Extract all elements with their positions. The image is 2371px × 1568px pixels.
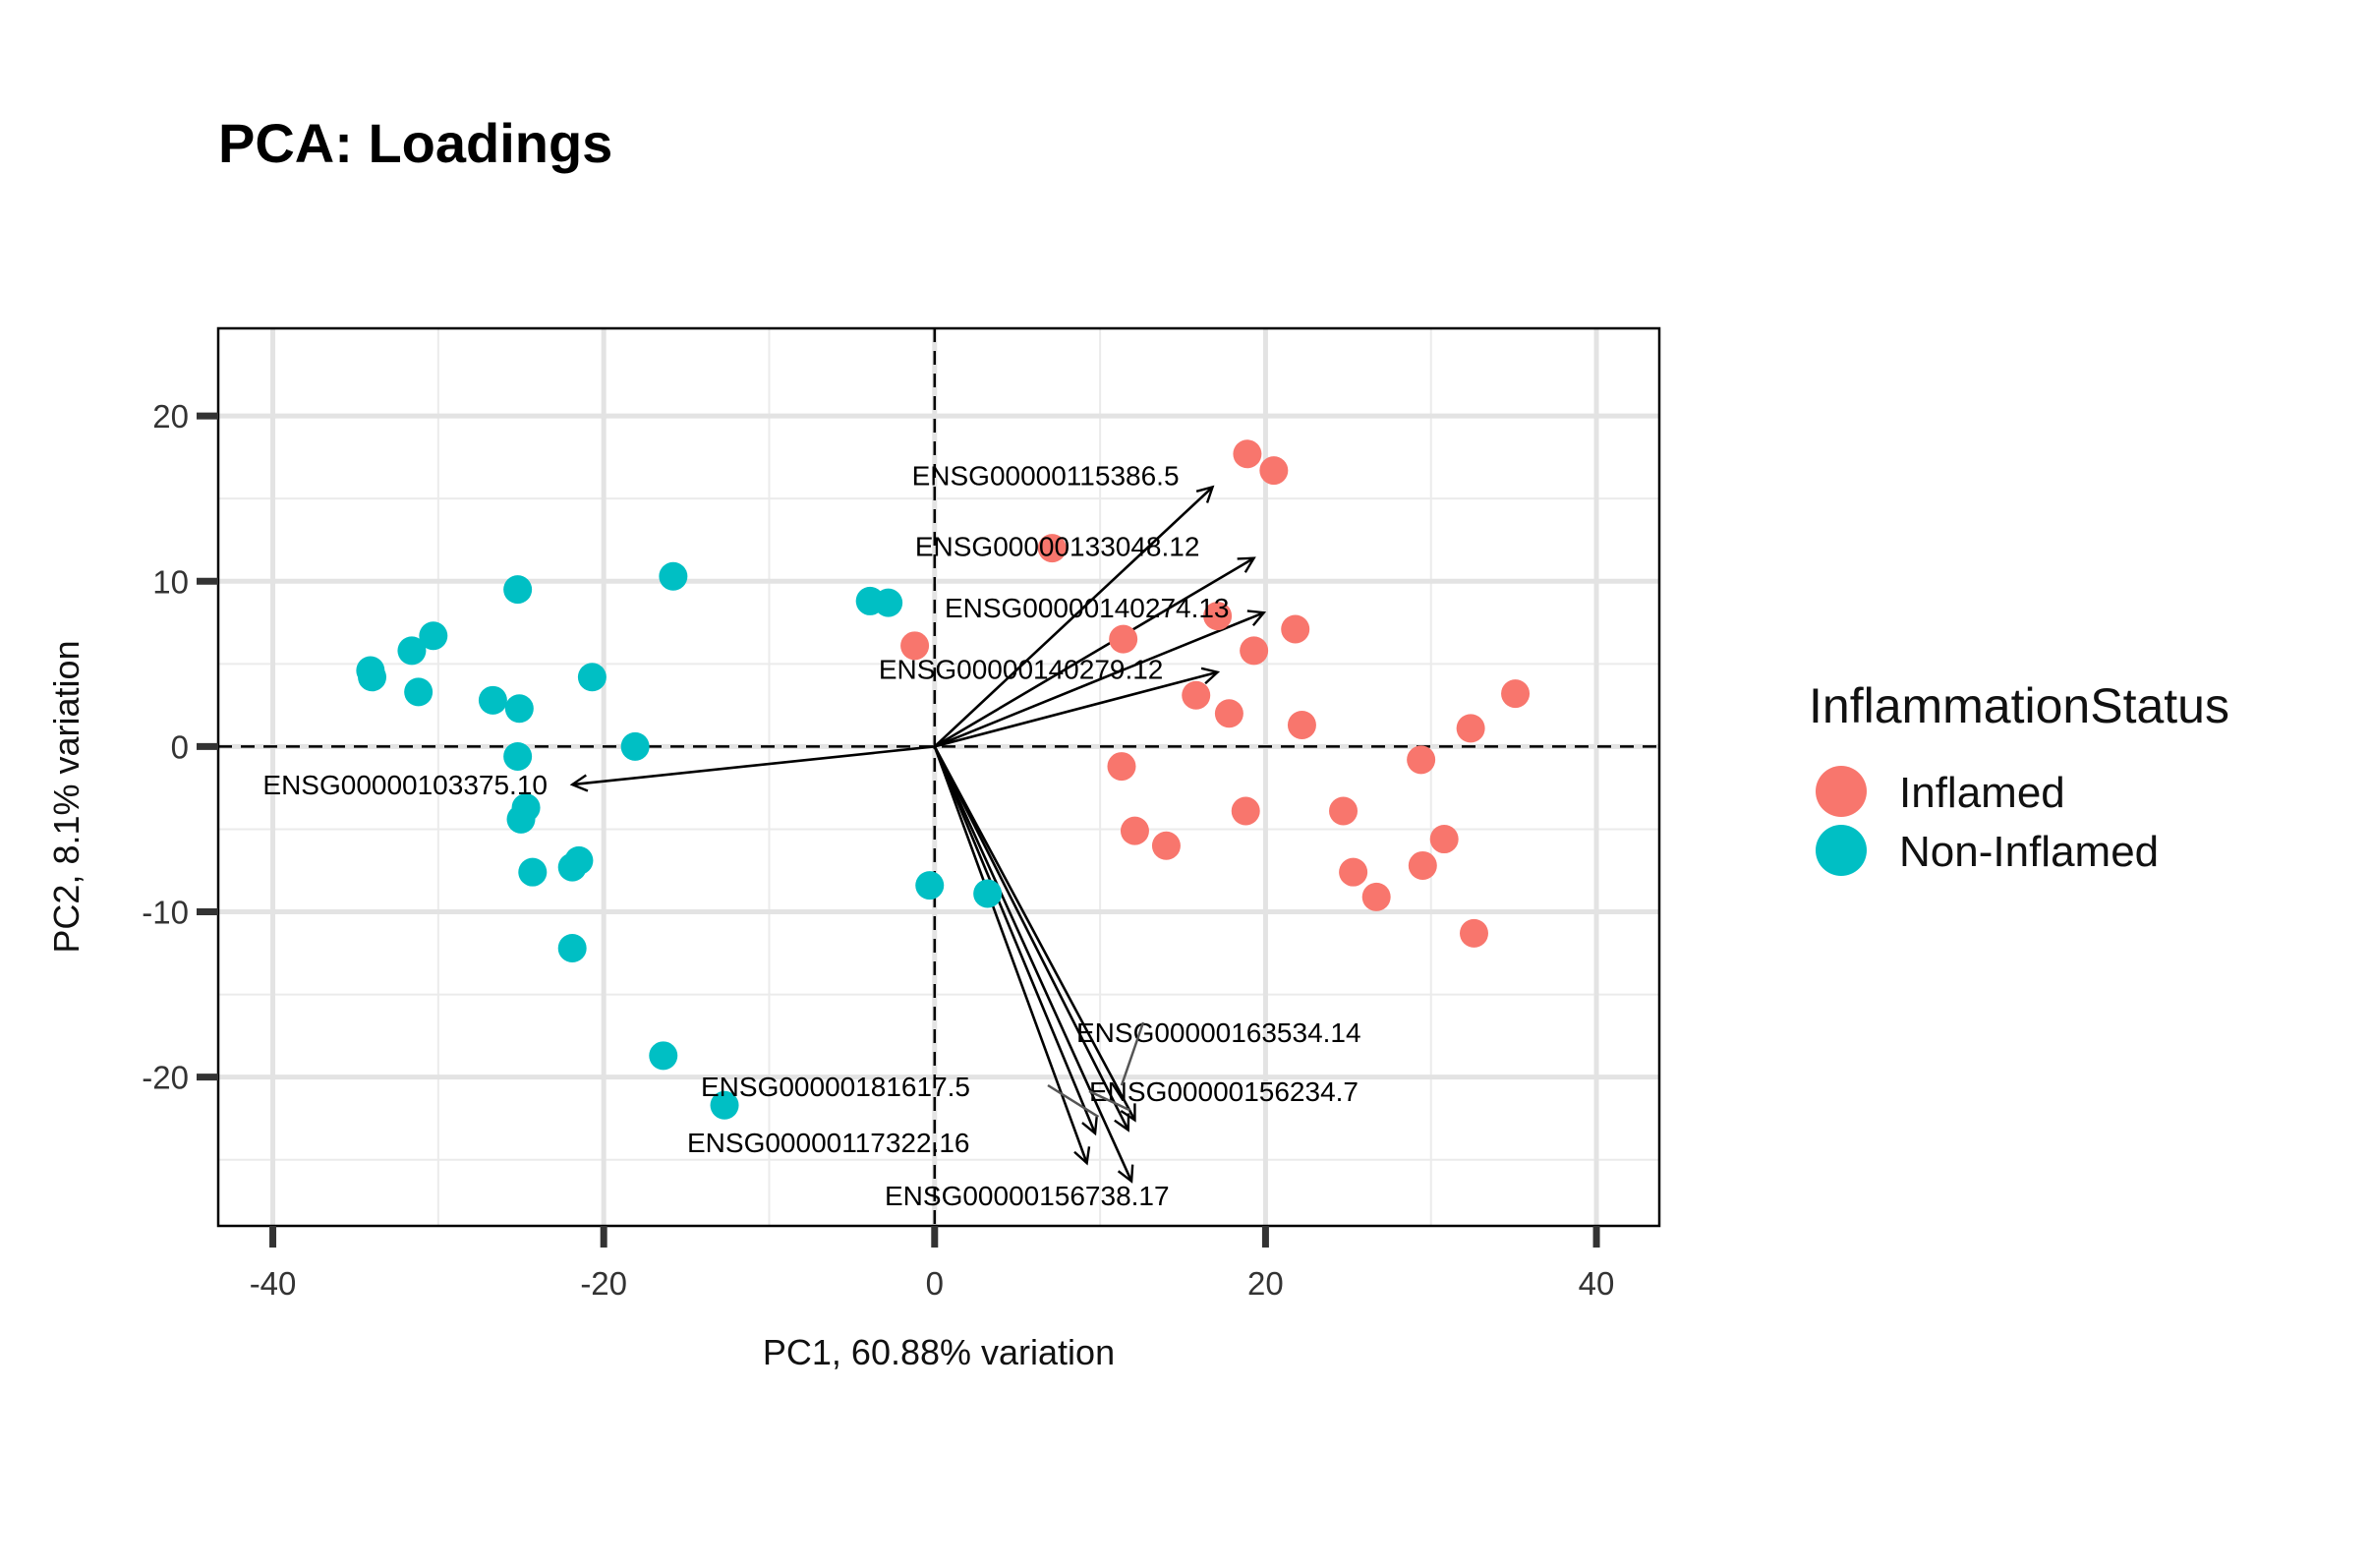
data-point (1259, 456, 1289, 486)
data-point (506, 804, 536, 834)
y-tick-label: 0 (171, 728, 189, 765)
data-point (1151, 831, 1181, 860)
data-point (1203, 602, 1233, 631)
loading-label: ENSG00000156234.7 (1089, 1076, 1359, 1107)
data-point (1109, 624, 1138, 654)
data-point (1240, 636, 1269, 666)
data-point (973, 879, 1003, 908)
chart-title: PCA: Loadings (218, 112, 612, 174)
data-point (649, 1041, 678, 1071)
y-tick-label: 20 (152, 398, 189, 435)
data-point (1287, 711, 1316, 740)
x-axis-title: PC1, 60.88% variation (763, 1332, 1115, 1372)
label-connector (1047, 1083, 1100, 1119)
loading-arrow (933, 745, 1134, 1184)
legend-label: Inflamed (1899, 769, 2065, 817)
loading-arrow (933, 485, 1215, 748)
data-point (1329, 796, 1359, 826)
data-point (1233, 439, 1262, 469)
loading-arrow (933, 745, 1130, 1132)
loading-label: ENSG00000115386.5 (912, 460, 1180, 491)
legend: InflammationStatus Inflamed Non-Inflamed (1809, 678, 2229, 876)
loading-arrow (934, 556, 1256, 748)
x-tick-label: -40 (250, 1265, 297, 1302)
data-point (1339, 857, 1368, 887)
loading-label: ENSG00000181617.5 (701, 1072, 970, 1102)
data-point (1408, 850, 1437, 880)
legend-title: InflammationStatus (1809, 678, 2229, 733)
data-point (1456, 714, 1485, 743)
data-point (1182, 680, 1211, 710)
data-point (1501, 679, 1531, 709)
data-point (478, 685, 507, 715)
data-point (1459, 918, 1488, 948)
data-point (1361, 882, 1391, 911)
data-point (404, 677, 434, 707)
x-tick-label: 40 (1579, 1265, 1615, 1302)
sample-points (356, 439, 1531, 1120)
label-connector (1088, 1089, 1130, 1112)
data-point (659, 561, 688, 591)
data-point (503, 741, 533, 771)
x-tick-label: -20 (580, 1265, 627, 1302)
loading-vectors (569, 485, 1267, 1184)
y-tick-label: -20 (142, 1060, 189, 1096)
data-point (900, 631, 930, 661)
data-point (1214, 699, 1243, 728)
data-point (1281, 614, 1310, 644)
data-point (577, 663, 607, 692)
data-point (1429, 825, 1459, 854)
data-point (620, 731, 650, 761)
y-tick-label: 10 (152, 563, 189, 600)
loading-label: ENSG00000103375.10 (262, 770, 548, 800)
data-point (518, 857, 548, 887)
data-point (1107, 752, 1136, 782)
y-axis-title: PC2, 8.1% variation (46, 640, 87, 953)
data-point (1407, 745, 1436, 775)
data-point (915, 871, 945, 900)
data-point (397, 636, 427, 666)
data-point (504, 694, 534, 724)
loading-label: ENSG00000156738.17 (885, 1181, 1170, 1211)
x-tick-label: 0 (926, 1265, 944, 1302)
y-tick-label: -10 (142, 895, 189, 931)
data-point (1120, 816, 1149, 845)
axes: -40 -20 0 20 40 -20 -10 0 10 20 (142, 398, 1614, 1302)
x-tick-label: 20 (1247, 1265, 1284, 1302)
data-point (874, 588, 903, 617)
loading-label: ENSG00000117322.16 (687, 1128, 970, 1158)
loading-arrow (933, 745, 1098, 1136)
plot-panel-border (216, 326, 1661, 1228)
legend-key (1816, 766, 1867, 817)
data-point (503, 575, 533, 605)
loading-label: ENSG00000133048.12 (915, 532, 1200, 562)
data-point (358, 663, 387, 692)
loading-labels: ENSG00000115386.5 ENSG00000133048.12 ENSG0… (262, 460, 1360, 1211)
data-point (419, 621, 448, 651)
legend-label: Non-Inflamed (1899, 828, 2159, 876)
loading-arrow (569, 745, 935, 792)
loading-arrow (934, 667, 1221, 748)
loading-label: ENSG00000140279.12 (879, 655, 1164, 685)
data-point (1037, 534, 1067, 563)
data-point (564, 845, 594, 875)
data-point (557, 934, 587, 963)
label-connector (1120, 1021, 1145, 1086)
data-point (1231, 796, 1260, 826)
loading-label: ENSG00000163534.14 (1076, 1017, 1361, 1048)
data-point (710, 1090, 739, 1120)
loading-arrow (933, 745, 1136, 1123)
loading-label: ENSG00000140274.13 (945, 593, 1230, 623)
legend-key (1816, 825, 1867, 876)
loading-arrow (934, 610, 1267, 748)
